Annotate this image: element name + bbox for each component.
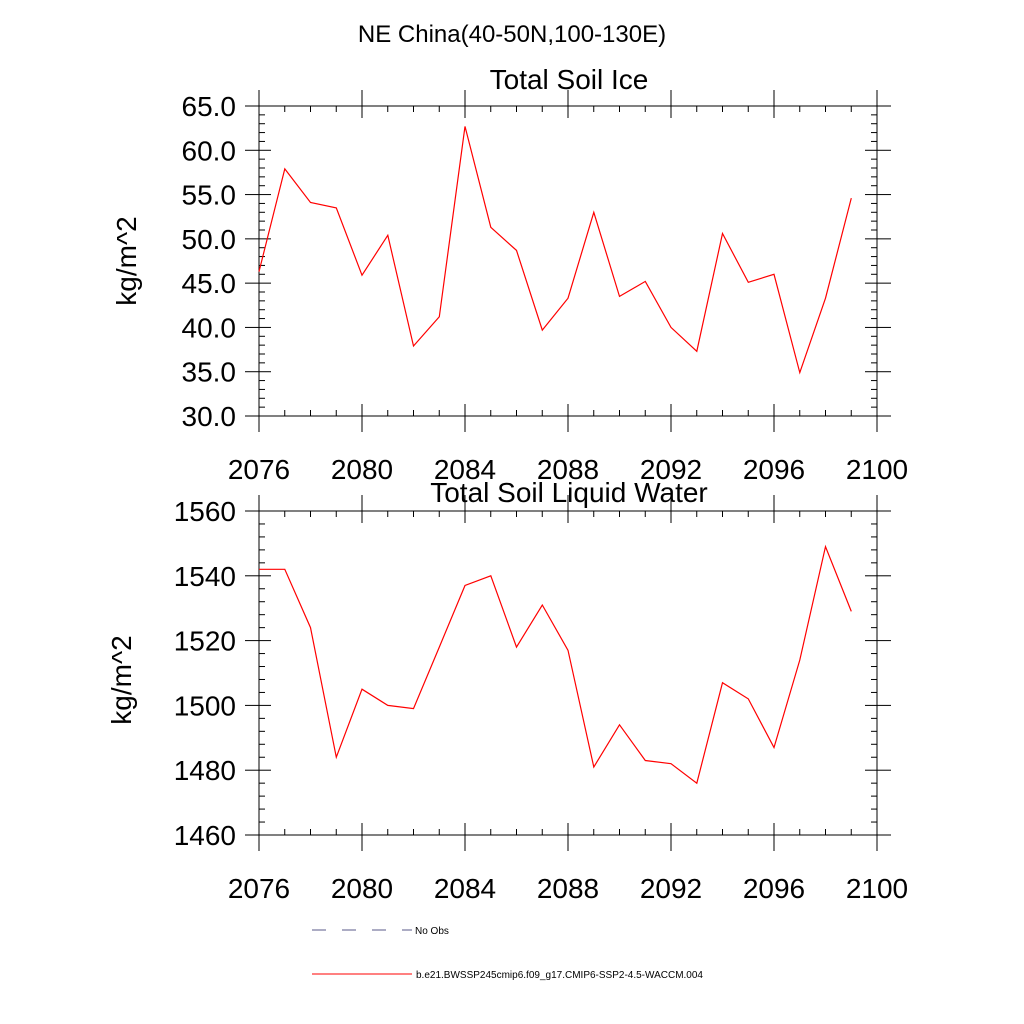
x-tick-label: 2100 (846, 454, 908, 485)
x-tick-label: 2092 (640, 454, 702, 485)
x-tick-label: 2092 (640, 873, 702, 904)
series-group (258, 126, 852, 375)
plot-frame (258, 105, 878, 417)
series-group (259, 544, 852, 785)
panel-total-soil-liquid-water: Total Soil Liquid Water kg/m^2 2076 2080 2… (106, 477, 908, 904)
x-tick-label: 2080 (331, 873, 393, 904)
axis-ticks (245, 495, 891, 851)
figure-suptitle: NE China(40-50N,100-130E) (358, 21, 666, 48)
y-tick-label: 45.0 (182, 268, 237, 299)
series-line (258, 126, 852, 375)
axis-ticks (245, 90, 891, 432)
x-tick-labels: 2076 2080 2084 2088 2092 2096 2100 (228, 454, 908, 485)
x-tick-label: 2100 (846, 873, 908, 904)
x-tick-label: 2084 (434, 454, 496, 485)
x-tick-label: 2088 (537, 873, 599, 904)
y-tick-label: 60.0 (182, 135, 237, 166)
x-tick-label: 2096 (743, 454, 805, 485)
x-tick-label: 2096 (743, 873, 805, 904)
panel-title: Total Soil Liquid Water (430, 477, 708, 508)
y-axis-label: kg/m^2 (106, 635, 137, 724)
x-tick-label: 2084 (434, 873, 496, 904)
y-tick-label: 1460 (174, 820, 236, 851)
x-tick-label: 2088 (537, 454, 599, 485)
y-tick-label: 1520 (174, 626, 236, 657)
legend-label: b.e21.BWSSP245cmip6.f09_g17.CMIP6-SSP2-4… (416, 970, 703, 981)
x-tick-label: 2076 (228, 454, 290, 485)
x-tick-label: 2080 (331, 454, 393, 485)
y-tick-labels: 1460 1480 1500 1520 1540 1560 (174, 496, 236, 851)
x-tick-label: 2076 (228, 873, 290, 904)
plot-frame (258, 510, 878, 836)
y-tick-label: 30.0 (182, 401, 237, 432)
y-tick-label: 55.0 (182, 180, 237, 211)
x-tick-labels: 2076 2080 2084 2088 2092 2096 2100 (228, 873, 908, 904)
y-tick-label: 1500 (174, 690, 236, 721)
series-line (259, 544, 852, 785)
y-tick-label: 1480 (174, 755, 236, 786)
panel-total-soil-ice: Total Soil Ice kg/m^2 2076 2080 2084 2088 20… (111, 64, 908, 485)
y-tick-label: 65.0 (182, 91, 237, 122)
panel-title: Total Soil Ice (490, 64, 649, 95)
legend-label: No Obs (415, 926, 449, 937)
legend: No Obs b.e21.BWSSP245cmip6.f09_g17.CMIP6… (312, 926, 703, 981)
y-tick-label: 40.0 (182, 312, 237, 343)
y-axis-label: kg/m^2 (111, 216, 142, 305)
y-tick-label: 1540 (174, 561, 236, 592)
y-tick-label: 1560 (174, 496, 236, 527)
y-tick-label: 50.0 (182, 224, 237, 255)
y-tick-label: 35.0 (182, 357, 237, 388)
y-tick-labels: 30.0 35.0 40.0 45.0 50.0 55.0 60.0 65.0 (182, 91, 237, 432)
